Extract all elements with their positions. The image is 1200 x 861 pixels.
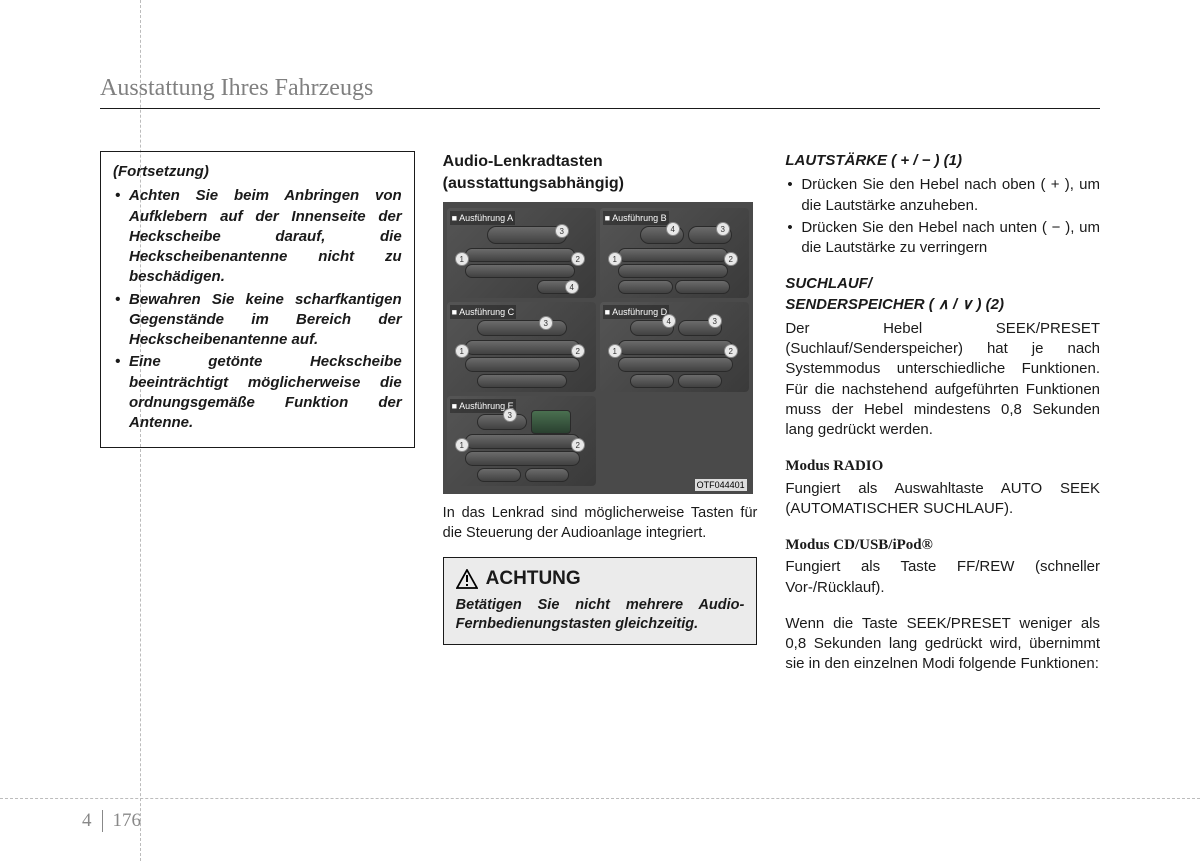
variant-a: ■ Ausführung A 1 2 3 4 [447, 208, 596, 298]
warning-body: Betätigen Sie nicht mehrere Audio-Fernbe… [456, 596, 745, 634]
continuation-box: (Fortsetzung) Achten Sie beim Anbringen … [100, 151, 415, 448]
volume-list: Drücken Sie den Hebel nach oben ( + ), u… [785, 175, 1100, 258]
continuation-list: Achten Sie beim Anbringen von Aufklebern… [113, 186, 402, 433]
title-line: (ausstattungsabhängig) [443, 175, 624, 192]
list-item: Achten Sie beim Anbringen von Aufklebern… [113, 186, 402, 287]
footer-separator [102, 810, 103, 832]
warning-title: ACHTUNG [486, 566, 581, 592]
chapter-number: 4 [82, 810, 92, 832]
list-item: Bewahren Sie keine scharfkantigen Gegens… [113, 290, 402, 351]
variant-label: ■ Ausführung D [603, 305, 669, 319]
list-item: Drücken Sie den Hebel nach unten ( − ), … [785, 218, 1100, 259]
page-footer: 4 176 [82, 810, 141, 832]
warning-head: ACHTUNG [456, 566, 745, 592]
radio-mode-heading: Modus RADIO [785, 456, 1100, 476]
cd-mode-body: Fungiert als Taste FF/REW (schneller Vor… [785, 557, 1100, 598]
variant-d: ■ Ausführung D 1 2 3 4 [600, 302, 749, 392]
cd-mode-heading: Modus CD/USB/iPod® [785, 535, 1100, 555]
heading-line: SUCHLAUF/ [785, 275, 872, 292]
list-item: Drücken Sie den Hebel nach oben ( + ), u… [785, 175, 1100, 216]
warning-box: ACHTUNG Betätigen Sie nicht mehrere Audi… [443, 557, 758, 644]
tail-paragraph: Wenn die Taste SEEK/PRESET weniger als 0… [785, 614, 1100, 675]
binding-guide-horizontal [0, 798, 1200, 799]
variant-label: ■ Ausführung B [603, 211, 669, 225]
variant-e: ■ Ausführung E 1 2 3 [447, 396, 596, 486]
variant-label: ■ Ausführung C [450, 305, 516, 319]
variant-c: ■ Ausführung C 1 2 3 [447, 302, 596, 392]
manual-page: Ausstattung Ihres Fahrzeugs (Fortsetzung… [100, 75, 1100, 675]
figure-code: OTF044401 [695, 479, 747, 491]
seek-body: Der Hebel SEEK/PRESET (Suchlauf/Sendersp… [785, 319, 1100, 441]
column-2: Audio-Lenkradtasten (ausstattungsabhängi… [443, 151, 758, 675]
variant-label: ■ Ausführung A [450, 211, 515, 225]
figure-caption: In das Lenkrad sind möglicherweise Taste… [443, 504, 758, 543]
title-line: Audio-Lenkradtasten [443, 153, 603, 170]
volume-heading: LAUTSTÄRKE ( + / − ) (1) [785, 151, 1100, 171]
heading-line: SENDERSPEICHER ( ∧ / ∨ ) (2) [785, 296, 1004, 313]
column-3: LAUTSTÄRKE ( + / − ) (1) Drücken Sie den… [785, 151, 1100, 675]
column-layout: (Fortsetzung) Achten Sie beim Anbringen … [100, 151, 1100, 675]
warning-icon [456, 569, 478, 589]
continuation-label: (Fortsetzung) [113, 162, 402, 182]
steering-buttons-figure: ■ Ausführung A 1 2 3 4 ■ Ausführung B [443, 202, 753, 494]
list-item: Eine getönte Heckscheibe beeinträchtigt … [113, 352, 402, 433]
column-title: Audio-Lenkradtasten (ausstattungsabhängi… [443, 151, 758, 194]
figure-grid: ■ Ausführung A 1 2 3 4 ■ Ausführung B [447, 208, 749, 486]
section-title: Ausstattung Ihres Fahrzeugs [100, 75, 1100, 109]
column-1: (Fortsetzung) Achten Sie beim Anbringen … [100, 151, 415, 675]
seek-heading: SUCHLAUF/ SENDERSPEICHER ( ∧ / ∨ ) (2) [785, 274, 1100, 315]
page-number: 176 [113, 810, 142, 832]
radio-mode-body: Fungiert als Auswahltaste AUTO SEEK (AUT… [785, 479, 1100, 520]
variant-b: ■ Ausführung B 1 2 3 4 [600, 208, 749, 298]
